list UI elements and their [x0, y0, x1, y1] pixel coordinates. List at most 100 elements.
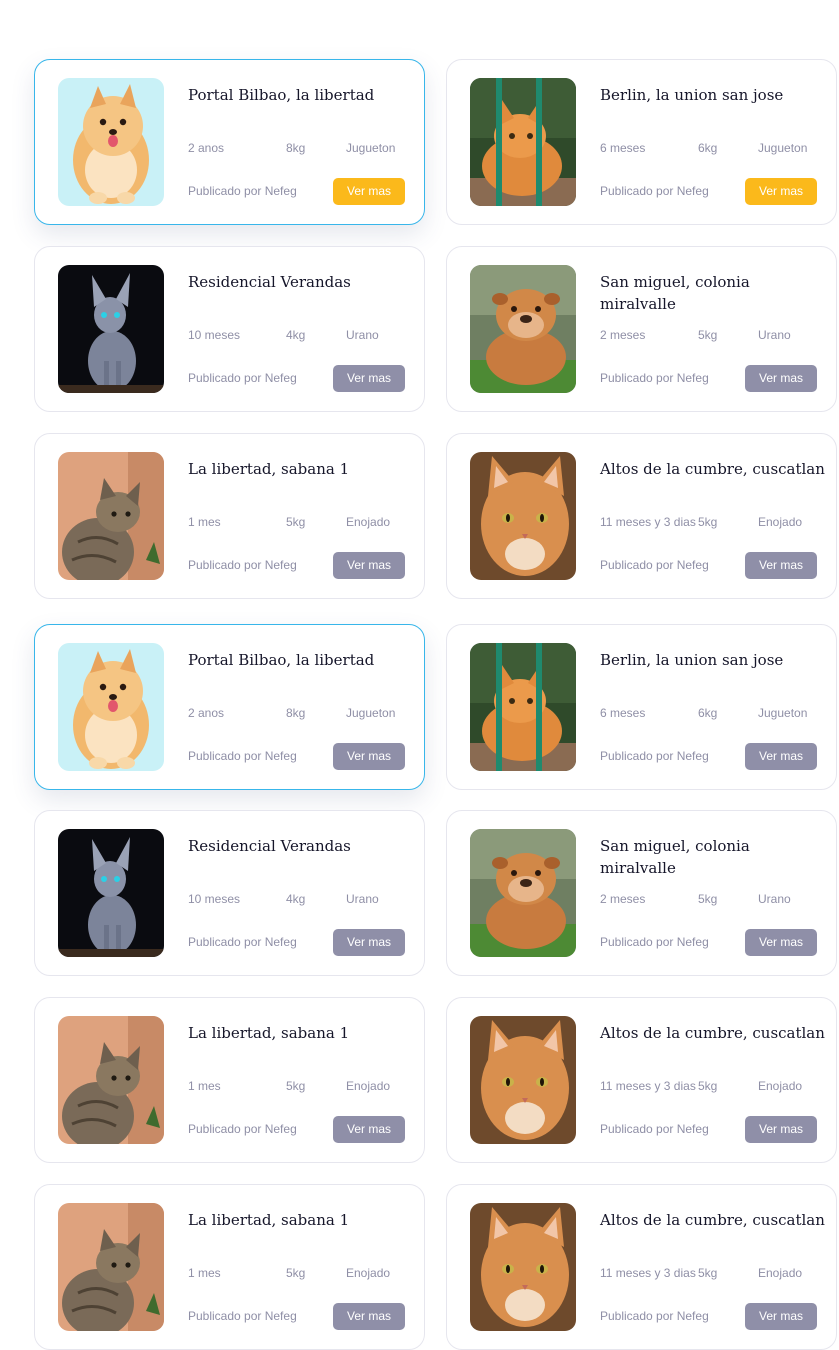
- weight-value: 5kg: [286, 515, 306, 529]
- publisher-label: Publicado por Nefeg: [600, 558, 709, 572]
- publisher-label: Publicado por Nefeg: [600, 935, 709, 949]
- weight-value: 6kg: [698, 141, 718, 155]
- listing-stats: 1 mes 5kg Enojado: [188, 515, 406, 531]
- age-value: 11 meses y 3 dias: [600, 1266, 696, 1280]
- weight-value: 6kg: [698, 706, 718, 720]
- age-value: 6 meses: [600, 141, 646, 155]
- age-value: 10 meses: [188, 892, 241, 906]
- listing-stats: 2 meses 5kg Urano: [600, 328, 818, 344]
- temperament-value: Jugueton: [758, 141, 808, 155]
- orange-cat-fence-photo: [470, 78, 576, 206]
- weight-value: 5kg: [286, 1079, 306, 1093]
- ginger-cat-photo: [470, 1016, 576, 1144]
- ver-mas-button[interactable]: Ver mas: [333, 1116, 405, 1143]
- publisher-label: Publicado por Nefeg: [600, 184, 709, 198]
- listing-card[interactable]: Portal Bilbao, la libertad 2 anos 8kg Jugue…: [34, 59, 425, 225]
- listing-card[interactable]: La libertad, sabana 1 1 mes 5kg Enojado Publ…: [34, 1184, 425, 1350]
- listing-title: Altos de la cumbre, cuscatlan: [600, 1211, 825, 1229]
- listing-title: Residencial Verandas: [188, 837, 351, 855]
- ver-mas-button[interactable]: Ver mas: [745, 552, 817, 579]
- listing-card[interactable]: San miguel, colonia miralvalle 2 meses 5kg…: [446, 810, 837, 976]
- listing-stats: 2 meses 5kg Urano: [600, 892, 818, 908]
- listing-title: La libertad, sabana 1: [188, 1024, 350, 1042]
- age-value: 6 meses: [600, 706, 646, 720]
- temperament-value: Enojado: [346, 1079, 391, 1093]
- listing-card[interactable]: Portal Bilbao, la libertad 2 anos 8kg Jugue…: [34, 624, 425, 790]
- publisher-label: Publicado por Nefeg: [188, 558, 297, 572]
- sphynx-cat-photo: [58, 265, 164, 393]
- listing-title: Altos de la cumbre, cuscatlan: [600, 1024, 825, 1042]
- ver-mas-button[interactable]: Ver mas: [333, 552, 405, 579]
- publisher-label: Publicado por Nefeg: [188, 184, 297, 198]
- listing-title: Berlin, la union san jose: [600, 86, 784, 104]
- temperament-value: Urano: [346, 892, 379, 906]
- temperament-value: Jugueton: [346, 706, 396, 720]
- age-value: 1 mes: [188, 1079, 221, 1093]
- listing-card[interactable]: San miguel, colonia miralvalle 2 meses 5kg…: [446, 246, 837, 412]
- listing-card[interactable]: Altos de la cumbre, cuscatlan 11 meses y …: [446, 433, 837, 599]
- age-value: 1 mes: [188, 1266, 221, 1280]
- listing-card[interactable]: Altos de la cumbre, cuscatlan 11 meses y …: [446, 1184, 837, 1350]
- ver-mas-button[interactable]: Ver mas: [745, 365, 817, 392]
- listing-card[interactable]: Residencial Verandas 10 meses 4kg Urano Publ…: [34, 810, 425, 976]
- ver-mas-button[interactable]: Ver mas: [745, 178, 817, 205]
- listing-card[interactable]: La libertad, sabana 1 1 mes 5kg Enojado Publ…: [34, 433, 425, 599]
- temperament-value: Enojado: [346, 1266, 391, 1280]
- listing-stats: 1 mes 5kg Enojado: [188, 1266, 406, 1282]
- listing-title: Berlin, la union san jose: [600, 651, 784, 669]
- weight-value: 5kg: [698, 1266, 718, 1280]
- bulldog-photo: [470, 829, 576, 957]
- weight-value: 8kg: [286, 706, 306, 720]
- ver-mas-button[interactable]: Ver mas: [745, 929, 817, 956]
- bulldog-photo: [470, 265, 576, 393]
- ver-mas-button[interactable]: Ver mas: [745, 1303, 817, 1330]
- listing-card[interactable]: Berlin, la union san jose 6 meses 6kg Jugue…: [446, 59, 837, 225]
- listing-stats: 10 meses 4kg Urano: [188, 892, 406, 908]
- publisher-label: Publicado por Nefeg: [188, 1122, 297, 1136]
- weight-value: 5kg: [286, 1266, 306, 1280]
- publisher-label: Publicado por Nefeg: [600, 371, 709, 385]
- temperament-value: Urano: [346, 328, 379, 342]
- age-value: 11 meses y 3 dias: [600, 1079, 696, 1093]
- ver-mas-button[interactable]: Ver mas: [333, 365, 405, 392]
- ver-mas-button[interactable]: Ver mas: [745, 1116, 817, 1143]
- age-value: 2 meses: [600, 892, 646, 906]
- tabby-cat-photo: [58, 1016, 164, 1144]
- weight-value: 5kg: [698, 515, 718, 529]
- temperament-value: Jugueton: [758, 706, 808, 720]
- listing-card[interactable]: La libertad, sabana 1 1 mes 5kg Enojado Publ…: [34, 997, 425, 1163]
- weight-value: 8kg: [286, 141, 306, 155]
- weight-value: 5kg: [698, 892, 718, 906]
- listing-card[interactable]: Berlin, la union san jose 6 meses 6kg Jugue…: [446, 624, 837, 790]
- listing-title: Portal Bilbao, la libertad: [188, 651, 375, 669]
- ver-mas-button[interactable]: Ver mas: [745, 743, 817, 770]
- tabby-cat-photo: [58, 1203, 164, 1331]
- listing-title: Residencial Verandas: [188, 273, 351, 291]
- temperament-value: Jugueton: [346, 141, 396, 155]
- listing-stats: 2 anos 8kg Jugueton: [188, 706, 406, 722]
- publisher-label: Publicado por Nefeg: [600, 749, 709, 763]
- ver-mas-button[interactable]: Ver mas: [333, 178, 405, 205]
- listing-card[interactable]: Altos de la cumbre, cuscatlan 11 meses y …: [446, 997, 837, 1163]
- listing-stats: 6 meses 6kg Jugueton: [600, 141, 818, 157]
- publisher-label: Publicado por Nefeg: [600, 1309, 709, 1323]
- temperament-value: Enojado: [758, 1079, 803, 1093]
- temperament-value: Enojado: [758, 515, 803, 529]
- publisher-label: Publicado por Nefeg: [188, 1309, 297, 1323]
- listing-title: La libertad, sabana 1: [188, 460, 350, 478]
- listing-title: San miguel, colonia miralvalle: [600, 273, 750, 313]
- age-value: 2 meses: [600, 328, 646, 342]
- listing-stats: 11 meses y 3 dias 5kg Enojado: [600, 1266, 818, 1282]
- ver-mas-button[interactable]: Ver mas: [333, 1303, 405, 1330]
- age-value: 2 anos: [188, 706, 225, 720]
- ver-mas-button[interactable]: Ver mas: [333, 743, 405, 770]
- ver-mas-button[interactable]: Ver mas: [333, 929, 405, 956]
- listing-title: Altos de la cumbre, cuscatlan: [600, 460, 825, 478]
- age-value: 1 mes: [188, 515, 221, 529]
- listing-card[interactable]: Residencial Verandas 10 meses 4kg Urano Publ…: [34, 246, 425, 412]
- temperament-value: Urano: [758, 892, 791, 906]
- weight-value: 5kg: [698, 1079, 718, 1093]
- listing-stats: 6 meses 6kg Jugueton: [600, 706, 818, 722]
- listing-title: La libertad, sabana 1: [188, 1211, 350, 1229]
